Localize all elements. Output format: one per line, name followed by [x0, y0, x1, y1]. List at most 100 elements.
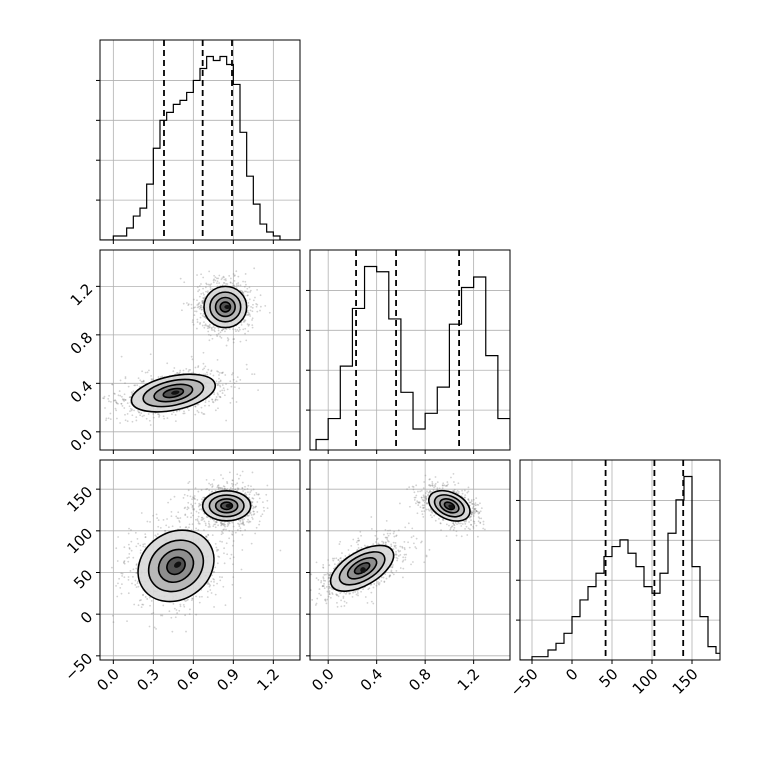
sample-point: [194, 495, 196, 497]
sample-point: [238, 478, 240, 480]
sample-point: [142, 416, 144, 418]
sample-point: [179, 604, 181, 606]
sample-point: [395, 535, 397, 537]
sample-point: [400, 567, 402, 569]
sample-point: [245, 319, 247, 321]
sample-point: [242, 519, 244, 521]
sample-point: [381, 576, 383, 578]
sample-point: [328, 577, 330, 579]
sample-point: [323, 578, 325, 580]
sample-point: [239, 379, 241, 381]
sample-point: [426, 556, 428, 558]
sample-point: [479, 502, 481, 504]
sample-point: [227, 340, 229, 342]
sample-point: [328, 583, 330, 585]
sample-point: [197, 290, 199, 292]
sample-point: [117, 560, 119, 562]
sample-point: [133, 390, 135, 392]
sample-point: [135, 416, 137, 418]
sample-point: [211, 486, 213, 488]
sample-point: [221, 329, 223, 331]
sample-point: [187, 304, 189, 306]
sample-point: [212, 338, 214, 340]
sample-point: [146, 598, 148, 600]
sample-point: [186, 302, 188, 304]
sample-point: [190, 495, 192, 497]
sample-point: [223, 485, 225, 487]
sample-point: [209, 284, 211, 286]
sample-point: [446, 481, 448, 483]
sample-point: [141, 512, 143, 514]
sample-point: [178, 517, 180, 519]
sample-point: [192, 523, 194, 525]
sample-point: [412, 561, 414, 563]
sample-point: [143, 415, 145, 417]
sample-point: [152, 612, 154, 614]
sample-point: [461, 535, 463, 537]
sample-point: [376, 539, 378, 541]
sample-point: [259, 310, 261, 312]
sample-point: [216, 486, 218, 488]
sample-point: [232, 576, 234, 578]
sample-point: [110, 413, 112, 415]
sample-point: [422, 513, 424, 515]
sample-point: [213, 585, 215, 587]
sample-point: [237, 529, 239, 531]
sample-point: [377, 543, 379, 545]
sample-point: [168, 526, 170, 528]
sample-point: [202, 288, 204, 290]
sample-point: [138, 586, 140, 588]
sample-point: [263, 510, 265, 512]
sample-point: [200, 293, 202, 295]
sample-point: [340, 599, 342, 601]
sample-point: [208, 526, 210, 528]
sample-point: [119, 422, 121, 424]
sample-point: [187, 502, 189, 504]
sample-point: [132, 421, 134, 423]
sample-point: [138, 411, 140, 413]
sample-point: [132, 568, 134, 570]
sample-point: [219, 396, 221, 398]
sample-point: [203, 413, 205, 415]
sample-point: [108, 417, 110, 419]
sample-point: [198, 503, 200, 505]
sample-point: [352, 596, 354, 598]
sample-point: [128, 533, 130, 535]
sample-point: [163, 415, 165, 417]
sample-point: [357, 592, 359, 594]
sample-point: [405, 554, 407, 556]
sample-point: [166, 518, 168, 520]
sample-point: [219, 372, 221, 374]
sample-point: [357, 544, 359, 546]
sample-point: [333, 558, 335, 560]
sample-point: [198, 303, 200, 305]
sample-point: [235, 484, 237, 486]
sample-point: [196, 511, 198, 513]
sample-point: [199, 602, 201, 604]
sample-point: [215, 547, 217, 549]
sample-point: [191, 498, 193, 500]
sample-point: [174, 608, 176, 610]
sample-point: [370, 516, 372, 518]
sample-point: [408, 522, 410, 524]
sample-point: [205, 287, 207, 289]
sample-point: [128, 576, 130, 578]
sample-point: [189, 613, 191, 615]
sample-point: [340, 557, 342, 559]
sample-point: [234, 280, 236, 282]
sample-point: [197, 518, 199, 520]
sample-point: [393, 531, 395, 533]
sample-point: [150, 353, 152, 355]
sample-point: [215, 490, 217, 492]
sample-point: [208, 489, 210, 491]
sample-point: [385, 529, 387, 531]
sample-point: [360, 591, 362, 593]
sample-point: [213, 524, 215, 526]
sample-point: [253, 511, 255, 513]
sample-point: [227, 388, 229, 390]
sample-point: [219, 336, 221, 338]
sample-point: [231, 522, 233, 524]
sample-point: [371, 601, 373, 603]
sample-point: [250, 306, 252, 308]
